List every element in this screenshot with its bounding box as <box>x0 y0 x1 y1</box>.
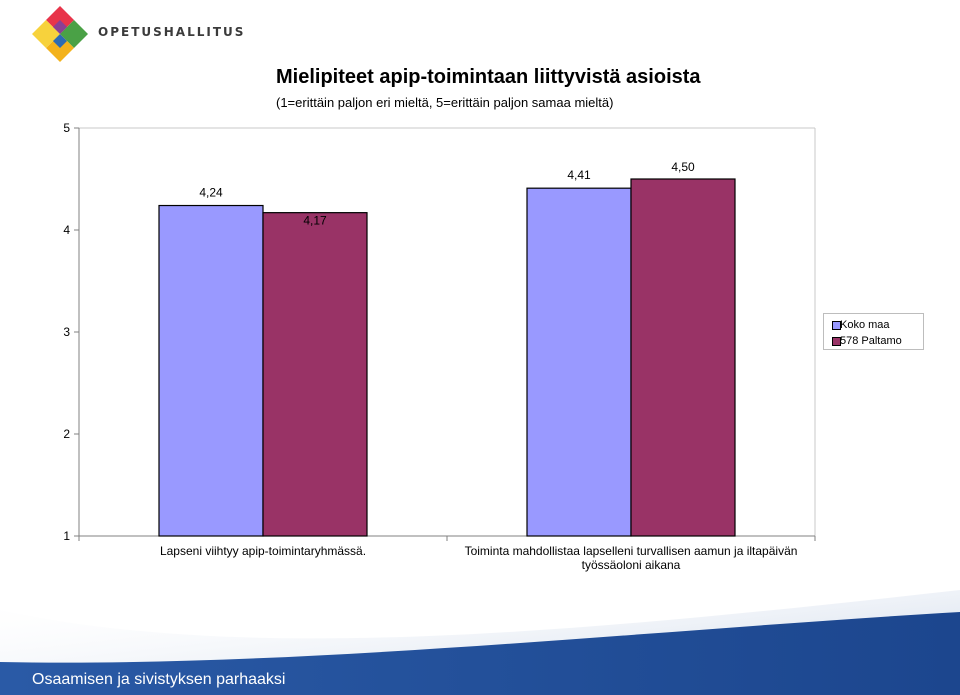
data-label: 4,50 <box>671 160 695 174</box>
footer-text: Osaamisen ja sivistyksen parhaaksi <box>32 671 286 688</box>
y-tick-label: 4 <box>63 223 70 237</box>
y-tick-label: 2 <box>63 427 70 441</box>
legend-item: 578 Paltamo <box>832 333 923 349</box>
opetushallitus-logo <box>32 6 88 62</box>
y-tick-label: 5 <box>63 121 70 135</box>
data-label: 4,24 <box>199 186 223 200</box>
org-name: OPETUSHALLITUS <box>98 25 246 39</box>
category-label: Lapseni viihtyy apip-toimintaryhmässä. <box>159 544 367 558</box>
legend-swatch <box>832 337 841 346</box>
bar <box>158 204 264 537</box>
y-tick-label: 3 <box>63 325 70 339</box>
legend-label: 578 Paltamo <box>840 335 902 347</box>
category-label: Toiminta mahdollistaa lapselleni turvall… <box>464 544 798 572</box>
bar <box>630 178 736 537</box>
y-tick-label: 1 <box>63 529 70 543</box>
bar <box>526 187 632 537</box>
bar-chart: 1 2 3 4 5 4,24 4,17 4,41 4,50 <box>63 121 816 543</box>
data-label: 4,41 <box>567 168 591 182</box>
data-label: 4,17 <box>303 214 327 228</box>
legend-label: Koko maa <box>840 319 890 331</box>
legend-swatch <box>832 321 841 330</box>
footer-band <box>0 590 960 695</box>
legend-item: Koko maa <box>832 317 923 333</box>
chart-title: Mielipiteet apip-toimintaan liittyvistä … <box>276 66 701 88</box>
bar <box>262 212 368 537</box>
chart-subtitle: (1=erittäin paljon eri mieltä, 5=erittäi… <box>276 95 614 110</box>
chart-legend: Koko maa 578 Paltamo <box>823 313 924 350</box>
